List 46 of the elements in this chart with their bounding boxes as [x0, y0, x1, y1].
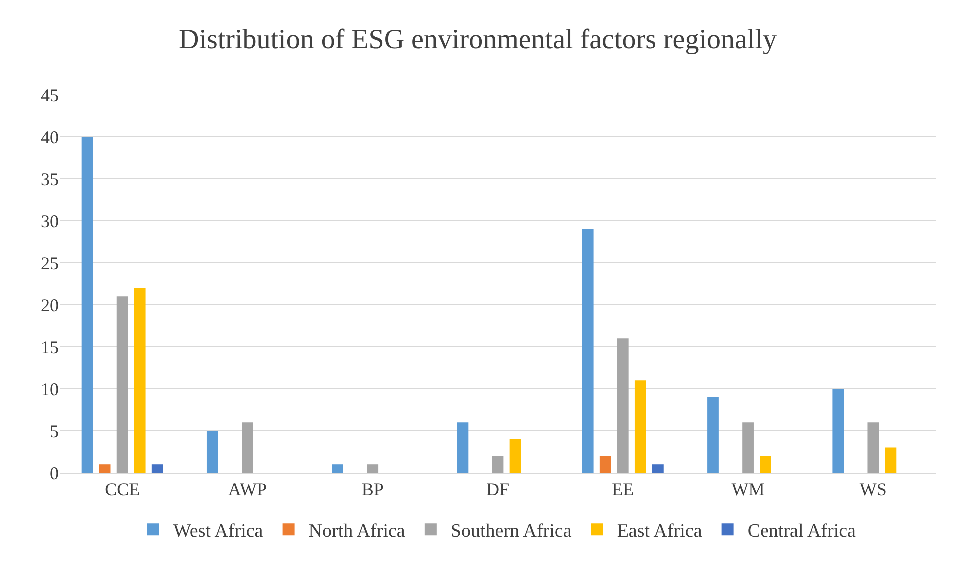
bar: [82, 137, 94, 473]
y-tick-label: 40: [41, 127, 59, 148]
y-tick-label: 5: [50, 421, 59, 442]
y-tick-label: 10: [41, 379, 59, 400]
y-tick-label: 25: [41, 253, 59, 274]
legend-label: Southern Africa: [450, 521, 572, 542]
bar: [600, 456, 612, 473]
y-tick-label: 30: [41, 211, 59, 232]
bar: [99, 464, 111, 473]
y-tick-label: 45: [41, 85, 59, 106]
bar: [152, 464, 164, 473]
bar: [492, 456, 504, 473]
y-tick-label: 15: [41, 337, 59, 358]
bar: [885, 448, 897, 473]
legend-label: East Africa: [617, 521, 703, 542]
bar: [760, 456, 772, 473]
x-tick-label: CCE: [105, 480, 140, 500]
bar: [617, 338, 629, 473]
bar: [832, 389, 844, 473]
legend-label: West Africa: [174, 521, 264, 542]
bar: [708, 397, 719, 473]
bar: [457, 422, 469, 473]
y-tick-label: 20: [41, 295, 59, 316]
bar: [652, 464, 664, 473]
y-tick-label: 0: [50, 463, 59, 484]
bar: [367, 464, 379, 473]
bar: [742, 422, 754, 473]
x-tick-label: AWP: [228, 480, 267, 500]
y-tick-label: 35: [41, 169, 59, 190]
x-tick-label: DF: [486, 480, 510, 500]
bar: [332, 464, 344, 473]
legend-label: Central Africa: [748, 521, 857, 542]
x-tick-label: WM: [732, 480, 765, 500]
x-tick-label: WS: [860, 480, 887, 500]
bar: [206, 431, 218, 473]
legend-label: North Africa: [308, 521, 406, 542]
chart-title: Distribution of ESG environmental factors regionally: [179, 24, 777, 56]
x-tick-label: BP: [362, 480, 384, 500]
bar: [134, 288, 146, 473]
bar: [116, 296, 128, 473]
bar: [634, 380, 646, 473]
bar: [510, 439, 522, 473]
bar: [582, 229, 594, 473]
x-tick-label: EE: [612, 480, 634, 500]
bar: [242, 422, 254, 473]
bar: [868, 422, 880, 473]
